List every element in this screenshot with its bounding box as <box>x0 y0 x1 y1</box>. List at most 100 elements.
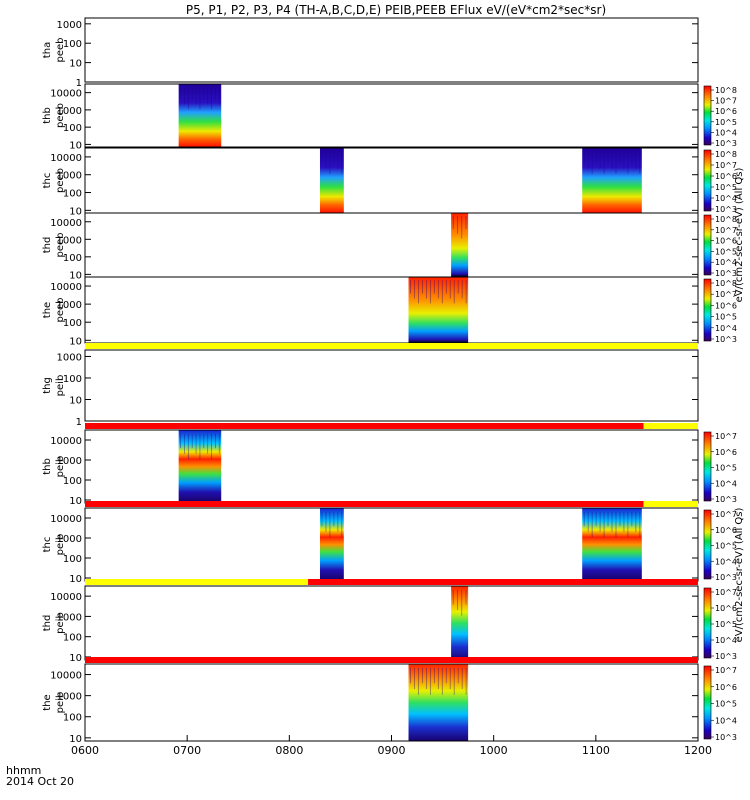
quality-flag-bar <box>85 343 698 349</box>
panel-label-probe: thc <box>42 537 53 553</box>
y-tick-label: 1000 <box>57 20 82 31</box>
colorbar-tick-label: 10^4 <box>715 258 737 267</box>
panel-label-probe: thc <box>42 173 53 189</box>
y-tick-label: 10 <box>69 336 82 347</box>
panel-thd-peeb: 10000 1000 100 10 thd peeb <box>42 212 699 281</box>
y-tick-label: 10000 <box>50 592 82 603</box>
colorbar <box>703 587 712 659</box>
colorbar-tick-label: 10^7 <box>715 666 737 675</box>
colorbar-tick-label: 10^3 <box>715 573 737 582</box>
colorbar-tick-label: 10^3 <box>715 495 737 504</box>
panel-label-product: peib <box>55 456 66 478</box>
y-tick-label: 10000 <box>50 514 82 525</box>
panel-label-product: peib <box>55 612 66 634</box>
x-axis-date: 2014 Oct 20 <box>6 775 74 788</box>
y-tick-label: 1 <box>76 417 82 428</box>
quality-flag-bar <box>85 657 698 663</box>
colorbar-tick-label: 10^6 <box>715 301 737 310</box>
panel-the-peib: 10000 1000 100 10 the peib <box>42 657 699 745</box>
y-tick-label: 1000 <box>57 692 82 703</box>
panel-label-probe: thg <box>42 377 53 394</box>
colorbar-tick-label: 10^5 <box>715 247 737 256</box>
y-tick-label: 1000 <box>57 352 82 363</box>
x-tick-label: 1200 <box>684 744 712 757</box>
y-tick-label: 10 <box>69 395 82 406</box>
y-tick-label: 10 <box>69 59 82 70</box>
y-tick-label: 10000 <box>50 282 82 293</box>
panel-label-probe: thb <box>42 107 53 124</box>
colorbar-tick-label: 10^4 <box>715 716 737 725</box>
colorbar-tick-label: 10^7 <box>715 226 737 235</box>
colorbar-tick-label: 10^6 <box>715 107 737 116</box>
colorbar-tick-label: 10^7 <box>715 432 737 441</box>
panel-frame <box>84 17 699 83</box>
quality-flag-bar <box>85 501 644 507</box>
x-tick-label: 1100 <box>582 744 610 757</box>
x-tick-label: 0900 <box>378 744 406 757</box>
panel-thc-peeb: 10000 1000 100 10 thc peeb <box>42 147 699 217</box>
panel-label-product: peeb <box>55 38 66 63</box>
panel-label-product: peib <box>55 534 66 556</box>
quality-flag-bar <box>643 501 698 507</box>
panel-frame <box>84 349 699 422</box>
panel-label-product: peeb <box>55 168 66 193</box>
colorbar-tick-label: 10^5 <box>715 118 737 127</box>
panel-label-probe: thb <box>42 458 53 475</box>
y-tick-label: 10000 <box>50 153 82 164</box>
panel-frame <box>84 585 699 661</box>
panel-frame <box>84 276 699 344</box>
colorbar-label-peeb: eV/(cm2-sec-sr-eV) (All Qs) <box>734 168 745 303</box>
y-tick-label: 10 <box>69 270 82 281</box>
y-tick-label: 100 <box>63 554 82 565</box>
colorbar-tick-label: 10^7 <box>715 510 737 519</box>
panel-thg-peib: 1000 100 10 1 thg peib <box>42 343 699 428</box>
x-tick-label: 0600 <box>71 744 99 757</box>
colorbar <box>703 214 712 276</box>
quality-flag-bar <box>85 579 309 585</box>
y-tick-label: 1000 <box>57 534 82 545</box>
panel-thd-peib: 10000 1000 100 10 thd peib <box>42 579 699 664</box>
panel-thb-peeb: 10000 1000 100 10 thb peeb <box>42 83 699 151</box>
y-tick-label: 10 <box>69 574 82 585</box>
colorbar <box>703 665 712 740</box>
colorbar-tick-label: 10^8 <box>715 279 737 288</box>
colorbar-tick-label: 10^6 <box>715 526 737 535</box>
colorbar-tick-label: 10^4 <box>715 636 737 645</box>
spectrogram-block <box>582 148 642 213</box>
y-tick-label: 100 <box>63 713 82 724</box>
colorbar-tick-label: 10^4 <box>715 557 737 566</box>
y-tick-label: 100 <box>63 476 82 487</box>
spectrogram-block <box>582 508 642 581</box>
colorbar-tick-label: 10^6 <box>715 604 737 613</box>
y-tick-label: 10 <box>69 140 82 151</box>
colorbar <box>703 149 712 212</box>
panel-label-probe: thd <box>42 615 53 632</box>
x-axis-label: hhmm <box>6 764 41 777</box>
y-tick-label: 1 <box>76 78 82 89</box>
colorbar-tick-label: 10^6 <box>715 172 737 181</box>
quality-flag-bar <box>85 423 644 429</box>
panel-frame <box>84 212 699 278</box>
colorbar-tick-label: 10^3 <box>715 335 737 344</box>
colorbar-tick-label: 10^7 <box>715 290 737 299</box>
panel-label-probe: the <box>42 302 53 318</box>
y-tick-label: 1000 <box>57 171 82 182</box>
panel-label-probe: the <box>42 694 53 710</box>
y-tick-label: 1000 <box>57 106 82 117</box>
panel-label-product: peeb <box>55 233 66 258</box>
y-tick-label: 100 <box>63 374 82 385</box>
y-tick-label: 100 <box>63 189 82 200</box>
colorbar-tick-label: 10^3 <box>715 733 737 742</box>
y-tick-label: 100 <box>63 318 82 329</box>
y-tick-label: 10000 <box>50 436 82 447</box>
colorbar-tick-label: 10^8 <box>715 150 737 159</box>
y-tick-label: 100 <box>63 633 82 644</box>
spectrogram-block <box>451 586 469 660</box>
colorbar-tick-label: 10^8 <box>715 215 737 224</box>
y-tick-label: 1000 <box>57 235 82 246</box>
colorbar <box>703 85 712 146</box>
quality-flag-bar <box>308 579 698 585</box>
colorbar-tick-label: 10^4 <box>715 194 737 203</box>
spectrogram-block <box>451 213 469 277</box>
